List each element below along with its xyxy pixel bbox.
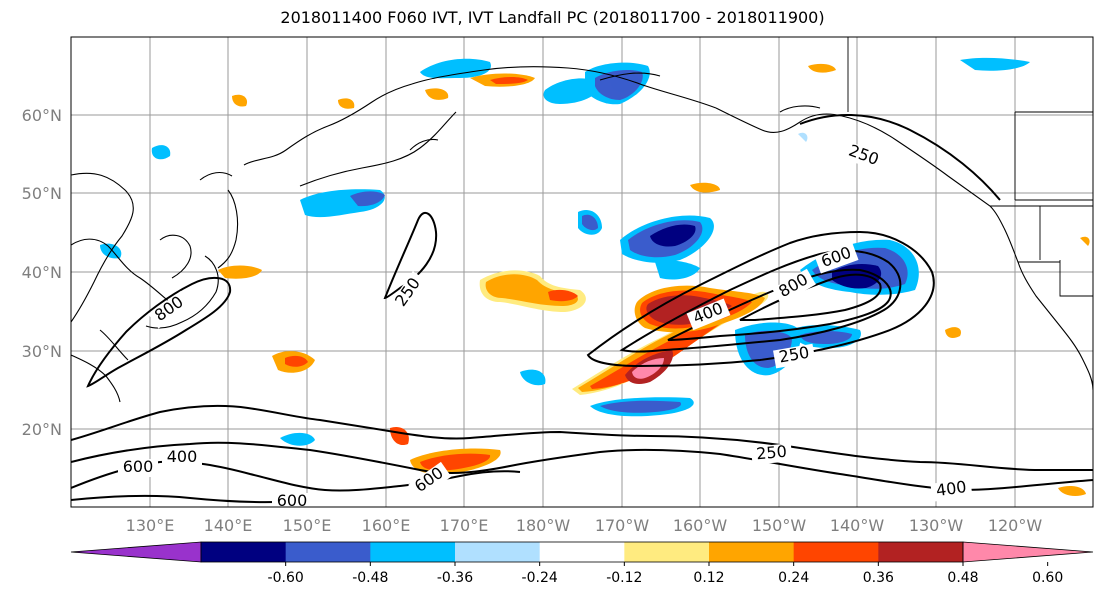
coastlines — [71, 66, 1093, 403]
lat-label: 50°N — [22, 184, 62, 203]
contour-600-south — [71, 460, 521, 492]
lat-label: 60°N — [22, 106, 62, 125]
colorbar-extend-high — [962, 541, 1094, 563]
contour-label: 400 — [935, 477, 968, 500]
colorbar-tick-label: 0.60 — [1032, 570, 1063, 586]
contour-400-south — [71, 441, 1093, 492]
lon-label: 170°W — [595, 516, 650, 535]
colorbar: -0.60 -0.48 -0.36 -0.24 -0.12 0.12 0.24 0.36 0.4… — [70, 541, 1094, 586]
colorbar-tick-label: 0.24 — [778, 570, 809, 586]
lat-label: 20°N — [22, 420, 62, 439]
contour-label: 600 — [277, 491, 308, 510]
colorbar-tick-label: -0.60 — [268, 570, 304, 586]
colorbar-tick-label: -0.48 — [352, 570, 388, 586]
colorbar-tick-label: 0.36 — [863, 570, 894, 586]
lon-label: 160°E — [362, 516, 411, 535]
colorbar-tick-label: -0.36 — [437, 570, 473, 586]
contour-600 — [667, 268, 892, 341]
contour-400 — [619, 249, 902, 353]
contour-label: 250 — [755, 442, 787, 464]
lon-label: 170°E — [440, 516, 489, 535]
lat-label: 30°N — [22, 342, 62, 361]
colorbar-segment — [455, 542, 541, 562]
map-title: 2018011400 F060 IVT, IVT Landfall PC (20… — [280, 8, 825, 27]
colorbar-tick-label: -0.24 — [522, 570, 558, 586]
colorbar-tick-label: 0.48 — [947, 570, 978, 586]
lon-label: 150°W — [752, 516, 807, 535]
contour-250-midpacific — [383, 211, 438, 300]
colorbar-segment — [201, 542, 287, 562]
contour-250-japan — [86, 276, 232, 388]
borders — [847, 37, 1093, 297]
colorbar-segment — [709, 542, 795, 562]
lon-label: 130°W — [909, 516, 964, 535]
lon-label: 180°W — [516, 516, 571, 535]
colorbar-outline — [200, 541, 964, 563]
lon-label: 160°W — [673, 516, 728, 535]
colorbar-segment — [793, 542, 879, 562]
lon-label: 150°E — [283, 516, 332, 535]
lon-label: 140°W — [830, 516, 885, 535]
lon-label: 130°E — [126, 516, 175, 535]
longitude-labels: 130°E 140°E 150°E 160°E 170°E 180°W 170°… — [126, 516, 1043, 535]
lon-label: 120°W — [988, 516, 1043, 535]
colorbar-extend-low — [70, 541, 202, 563]
contour-250 — [586, 230, 935, 368]
contour-250-north — [799, 113, 1001, 201]
lon-label: 140°E — [204, 516, 253, 535]
map-frame — [70, 36, 1094, 508]
colorbar-segment — [624, 542, 710, 562]
contour-250-south — [71, 404, 1093, 471]
contour-label: 600 — [123, 457, 154, 476]
ivt-contours — [71, 113, 1093, 504]
contour-label: 400 — [167, 447, 198, 466]
colorbar-segment — [285, 542, 371, 562]
colorbar-segment — [370, 542, 456, 562]
colorbar-segment — [878, 542, 964, 562]
colorbar-tick-label: -0.12 — [606, 570, 642, 586]
colorbar-tick-label: 0.12 — [693, 570, 724, 586]
colorbar-segment — [539, 542, 625, 562]
latitude-labels: 60°N 50°N 40°N 30°N 20°N — [22, 106, 62, 439]
lat-label: 40°N — [22, 263, 62, 282]
